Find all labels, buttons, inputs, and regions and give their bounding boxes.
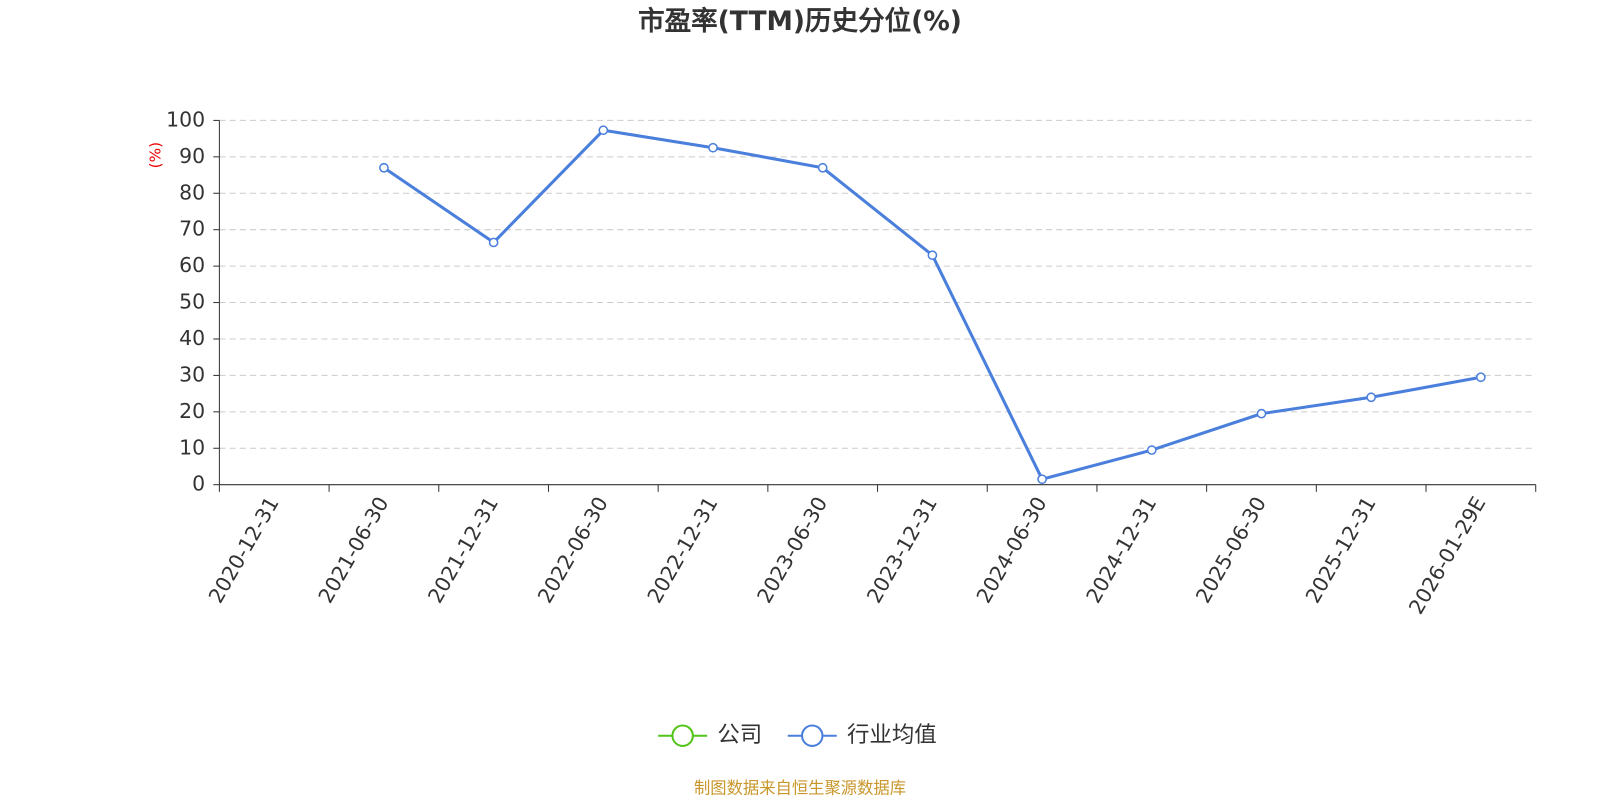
legend-symbol	[671, 724, 694, 747]
data-point	[1366, 392, 1377, 403]
y-tick-label: 50	[179, 290, 205, 314]
source-note: 制图数据来自恒生聚源数据库	[694, 778, 906, 797]
x-tick-label: 2022-06-30	[533, 492, 613, 607]
y-tick-label: 30	[179, 362, 205, 386]
data-point	[1476, 372, 1486, 383]
y-tick-label: 90	[179, 144, 205, 168]
data-point	[817, 162, 828, 173]
data-point	[488, 237, 499, 248]
y-tick-label: 80	[179, 180, 205, 204]
x-tick-label: 2020-12-31	[204, 492, 284, 607]
data-point	[598, 125, 609, 136]
y-tick-label: 100	[166, 107, 205, 131]
x-tick-label: 2024-06-30	[972, 492, 1052, 607]
data-point	[1037, 474, 1047, 485]
series-line	[383, 128, 1482, 482]
data-point	[1256, 408, 1267, 419]
legend-label: 行业均值	[847, 722, 937, 748]
data-point	[1146, 445, 1157, 455]
legend-label: 公司	[717, 722, 762, 748]
x-tick-label: 2022-12-31	[642, 492, 722, 607]
x-tick-label: 2024-12-31	[1081, 492, 1161, 607]
chart-title: 市盈率(TTM)历史分位(%)	[638, 6, 962, 37]
x-tick-label: 2021-06-30	[313, 492, 393, 607]
x-tick-label: 2021-12-31	[423, 492, 503, 607]
legend-symbol	[801, 724, 824, 747]
y-tick-label: 10	[179, 435, 205, 459]
x-tick-label: 2026-01-29E	[1404, 492, 1490, 618]
x-tick-label: 2023-12-31	[862, 492, 942, 607]
y-axis-label: (%)	[147, 142, 165, 168]
y-tick-label: 60	[179, 253, 205, 277]
data-point	[708, 142, 718, 153]
y-tick-label: 0	[192, 472, 205, 496]
data-point	[927, 250, 938, 261]
x-tick-label: 2025-06-30	[1191, 492, 1271, 607]
x-tick-label: 2025-12-31	[1301, 492, 1381, 607]
y-tick-label: 40	[179, 326, 205, 350]
data-point	[379, 162, 389, 173]
y-tick-label: 70	[179, 217, 205, 241]
x-tick-label: 2023-06-30	[752, 492, 832, 607]
y-tick-label: 20	[179, 399, 205, 423]
